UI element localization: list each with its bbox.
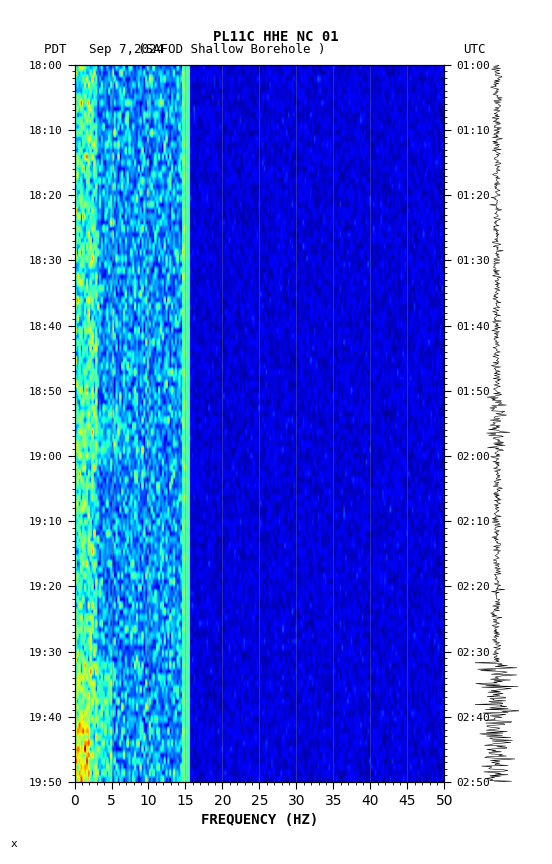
Text: UTC: UTC	[464, 43, 486, 56]
X-axis label: FREQUENCY (HZ): FREQUENCY (HZ)	[201, 813, 318, 828]
Text: PDT   Sep 7,2024: PDT Sep 7,2024	[44, 43, 164, 56]
Text: x: x	[11, 839, 18, 848]
Text: (SAFOD Shallow Borehole ): (SAFOD Shallow Borehole )	[138, 43, 326, 56]
Text: PL11C HHE NC 01: PL11C HHE NC 01	[213, 30, 339, 44]
